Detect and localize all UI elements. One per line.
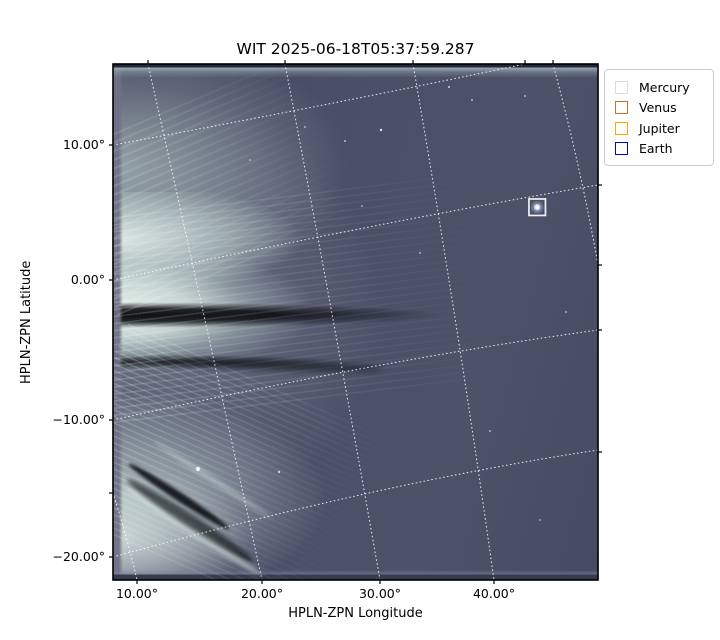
streamer-texture-mid [113, 168, 535, 430]
legend-item-venus: Venus [615, 98, 704, 119]
venus-marker-swatch [615, 101, 628, 115]
legend-label: Venus [639, 100, 677, 115]
x-tick-label: 20.00° [240, 586, 284, 601]
x-tick-label: 40.00° [472, 586, 516, 601]
plot-title: WIT 2025-06-18T05:37:59.287 [236, 40, 475, 58]
legend-label: Jupiter [639, 120, 680, 136]
dark-lane [123, 474, 257, 567]
y-axis-label: HPLN-ZPN Latitude [19, 260, 34, 384]
earth-marker-swatch [615, 142, 628, 156]
plot-area [113, 64, 598, 580]
mercury-marker-swatch [615, 80, 628, 94]
x-tick-label: 10.00° [115, 586, 159, 601]
y-tick-label: 0.00° [70, 272, 105, 287]
wit-image [113, 64, 598, 580]
legend: Mercury Venus Jupiter Earth [604, 69, 714, 166]
legend-item-mercury: Mercury [615, 77, 704, 98]
y-tick-label: −20.00° [52, 549, 105, 564]
jupiter-marker-swatch [615, 121, 628, 135]
y-tick-label: 10.00° [62, 137, 105, 152]
legend-label: Mercury [639, 79, 690, 95]
legend-item-earth: Earth [615, 139, 704, 160]
legend-item-jupiter: Jupiter [615, 118, 704, 139]
legend-label: Earth [639, 141, 673, 156]
x-axis-label: HPLN-ZPN Longitude [288, 606, 423, 621]
dark-lane [152, 355, 384, 375]
streamer-texture-upper [113, 64, 395, 316]
y-tick-label: −10.00° [52, 412, 105, 427]
x-tick-label: 30.00° [358, 586, 402, 601]
